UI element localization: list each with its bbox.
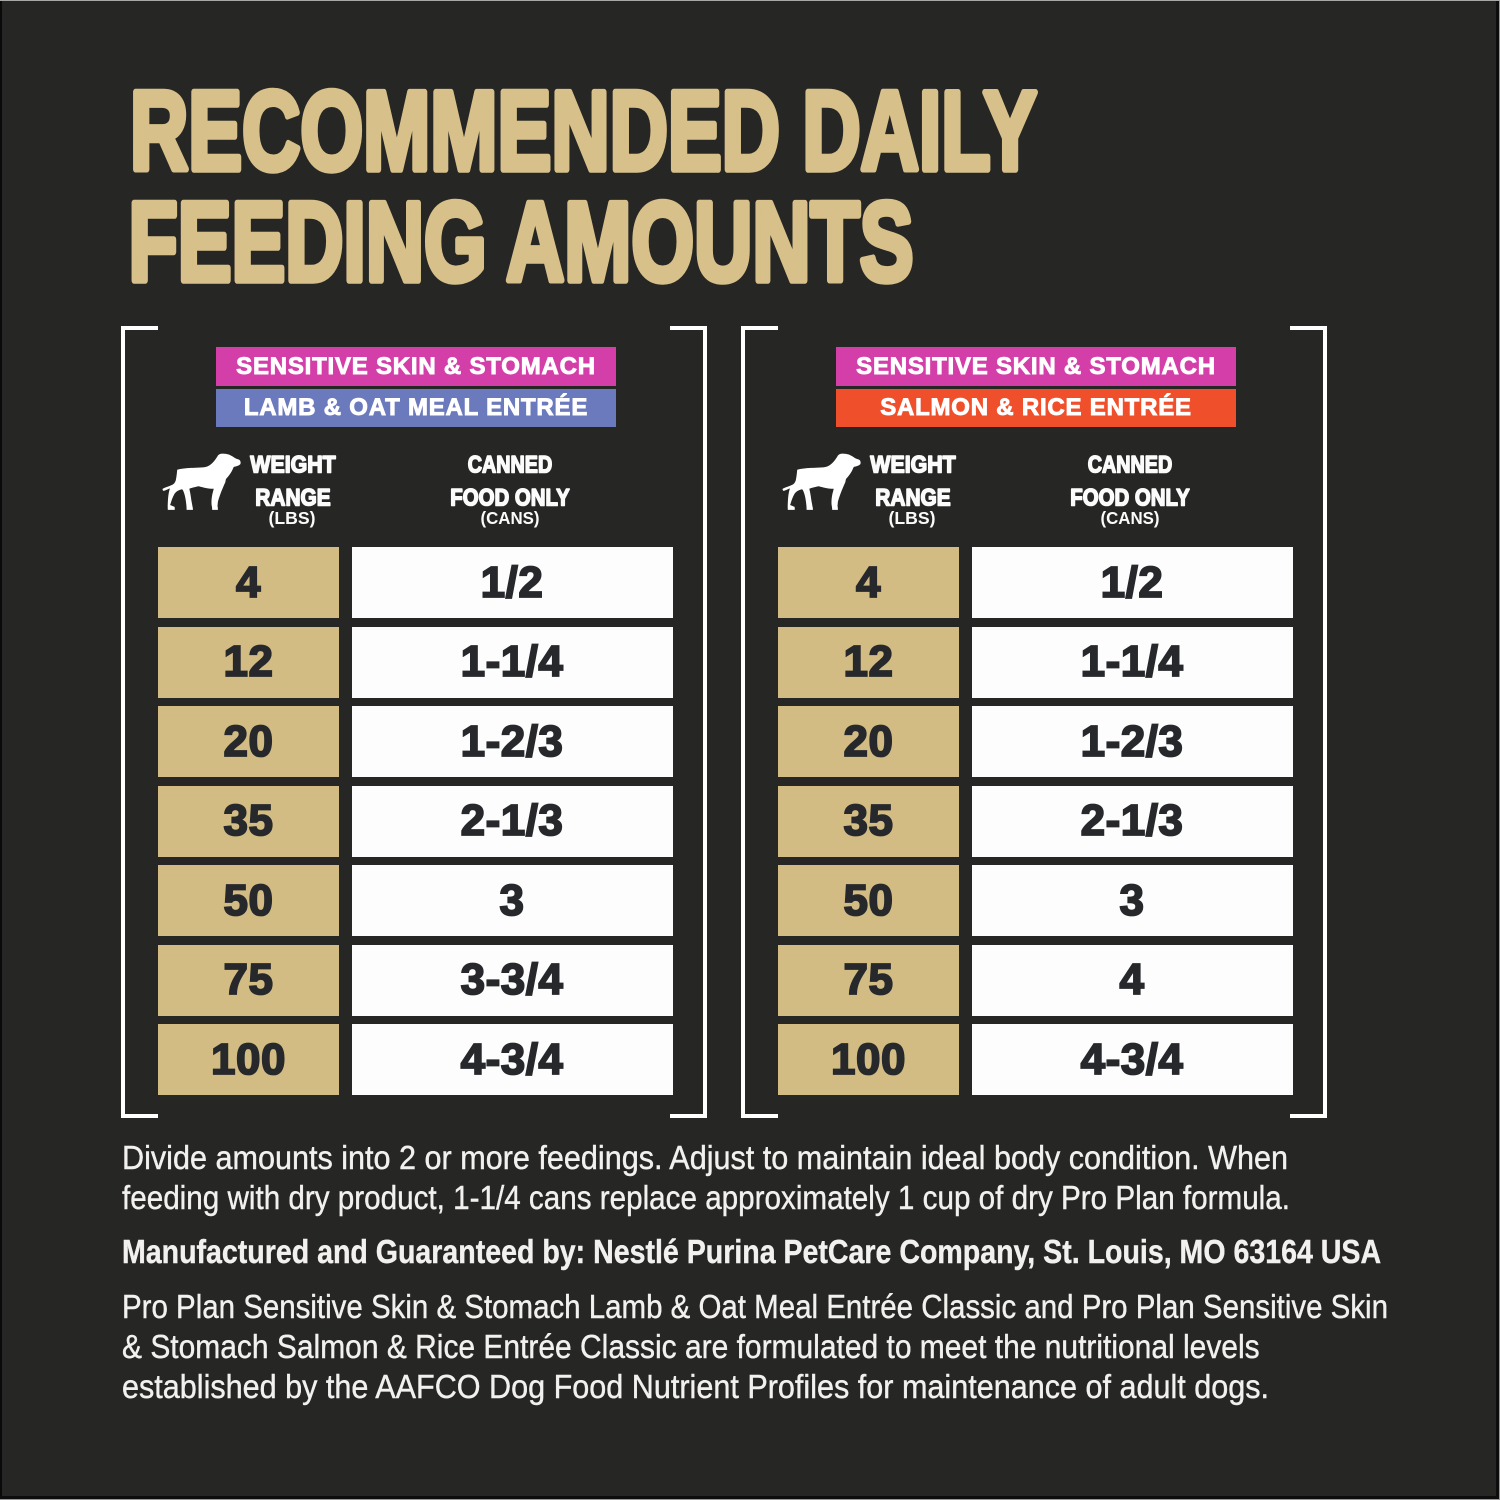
- svg-text:(LBS): (LBS): [889, 508, 936, 528]
- svg-text:RECOMMENDED DAILY: RECOMMENDED DAILY: [130, 68, 1037, 194]
- svg-text:RANGE: RANGE: [255, 485, 330, 512]
- svg-text:RANGE: RANGE: [875, 485, 950, 512]
- svg-text:WEIGHT: WEIGHT: [250, 452, 335, 479]
- svg-text:FEEDING AMOUNTS: FEEDING AMOUNTS: [129, 179, 914, 305]
- svg-text:(CANS): (CANS): [481, 508, 540, 528]
- svg-text:(CANS): (CANS): [1101, 508, 1160, 528]
- svg-text:(LBS): (LBS): [269, 508, 316, 528]
- svg-text:FOOD ONLY: FOOD ONLY: [1070, 485, 1189, 512]
- svg-text:CANNED: CANNED: [468, 452, 552, 479]
- svg-text:CANNED: CANNED: [1088, 452, 1172, 479]
- svg-text:FOOD ONLY: FOOD ONLY: [450, 485, 569, 512]
- svg-text:WEIGHT: WEIGHT: [870, 452, 955, 479]
